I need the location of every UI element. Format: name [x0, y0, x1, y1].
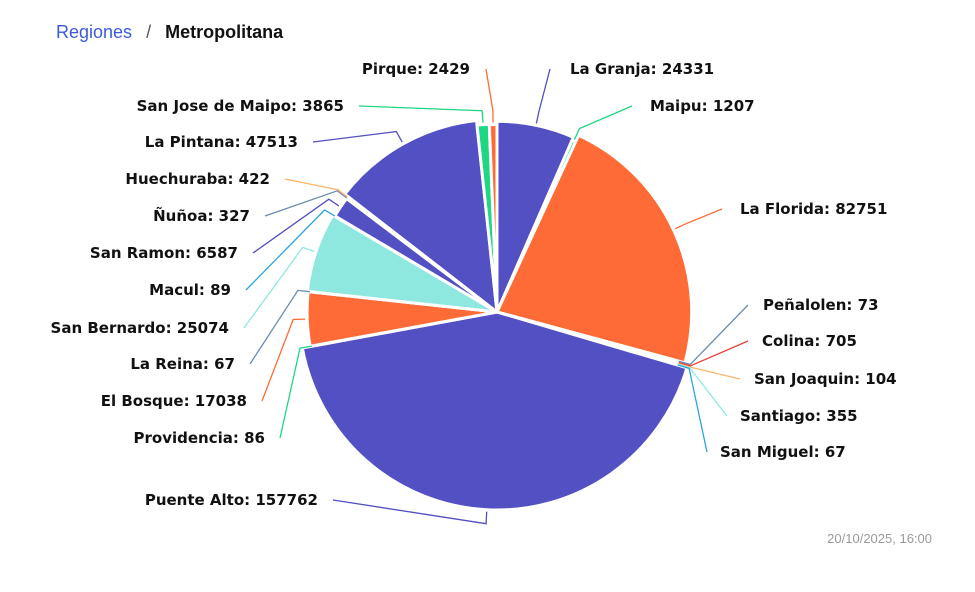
leader-line	[252, 198, 340, 254]
leader-line	[674, 208, 723, 230]
leader-line	[249, 289, 310, 365]
leader-line	[677, 363, 728, 417]
label-leader-lines	[243, 68, 749, 525]
leader-line	[264, 190, 348, 217]
leader-line	[573, 105, 633, 140]
timestamp: 20/10/2025, 16:00	[827, 531, 932, 546]
slice-label: San Bernardo: 25074	[51, 319, 229, 337]
slice-label: San Jose de Maipo: 3865	[137, 97, 344, 115]
pie-slice-la-florida[interactable]	[495, 133, 694, 365]
pie-slice-puente-alto[interactable]	[300, 310, 689, 512]
breadcrumb-separator: /	[146, 22, 152, 42]
slice-label: Santiago: 355	[740, 407, 858, 425]
slice-label: La Pintana: 47513	[145, 133, 298, 151]
leader-line	[535, 68, 551, 124]
leader-line	[678, 340, 749, 367]
slice-label: La Granja: 24331	[570, 60, 714, 78]
slice-label: Providencia: 86	[134, 429, 265, 447]
slice-labels: La Granja: 24331 Maipu: 1207 La Florida: 8…	[51, 60, 897, 509]
leader-line	[261, 318, 306, 402]
leader-line	[312, 130, 403, 143]
breadcrumb-link-regiones[interactable]: Regiones	[56, 22, 133, 42]
leader-line	[284, 178, 348, 198]
slice-label: Pirque: 2429	[362, 60, 470, 78]
slice-label: Colina: 705	[762, 332, 857, 350]
leader-line	[245, 209, 336, 291]
slice-label: Ñuñoa: 327	[153, 206, 250, 225]
slice-label: Puente Alto: 157762	[145, 491, 318, 509]
slice-label: Macul: 89	[149, 281, 231, 299]
breadcrumb: Regiones / Metropolitana	[56, 22, 283, 43]
pie-slice-la-granja[interactable]	[495, 119, 575, 314]
slice-label: San Miguel: 67	[720, 443, 846, 461]
leader-line	[677, 363, 741, 380]
pie-slices	[300, 119, 694, 512]
breadcrumb-current-page: Metropolitana	[165, 22, 284, 42]
slice-label: San Joaquin: 104	[754, 370, 897, 388]
leader-line	[677, 364, 708, 453]
leader-line	[485, 68, 494, 123]
slice-label: Huechuraba: 422	[125, 170, 270, 188]
leader-line	[279, 345, 312, 439]
slice-label: El Bosque: 17038	[101, 392, 247, 410]
leader-line	[243, 246, 315, 329]
slice-label: San Ramon: 6587	[90, 244, 238, 262]
pie-slice-pirque[interactable]	[487, 123, 499, 314]
leader-line	[332, 499, 488, 525]
slice-label: La Florida: 82751	[740, 200, 887, 218]
slice-label: Maipu: 1207	[650, 97, 755, 115]
pie-slice-la-pintana[interactable]	[343, 119, 499, 314]
leader-line	[678, 304, 749, 366]
leader-line	[358, 105, 484, 123]
slice-label: La Reina: 67	[130, 355, 235, 373]
slice-label: Peñalolen: 73	[763, 296, 879, 314]
